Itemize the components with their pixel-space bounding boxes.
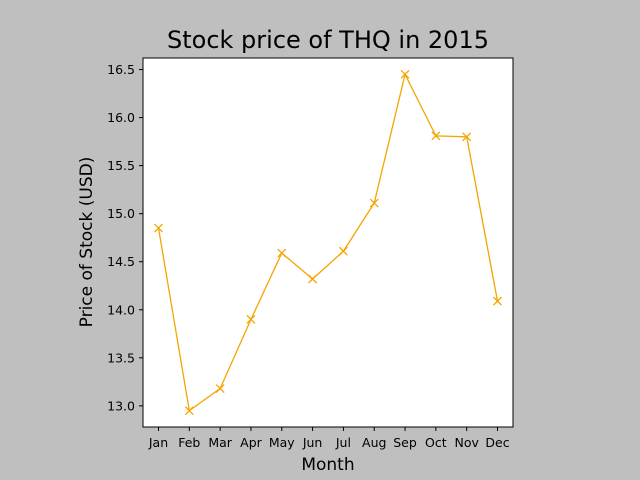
data-point-marker (215, 384, 225, 394)
x-tick-label: Dec (485, 435, 509, 450)
plot-area (142, 57, 514, 428)
x-tick-label: Aug (362, 435, 386, 450)
x-axis-label: Month (301, 455, 354, 475)
chart-title: Stock price of THQ in 2015 (167, 26, 489, 54)
axis-ticks: 13.0 13.5 14.0 14.5 15.0 15.5 16.0 16.5 Jan Feb Ma… (107, 62, 510, 450)
data-point-marker (184, 406, 194, 416)
data-point-marker (154, 223, 163, 233)
data-point-marker (400, 69, 410, 79)
data-point-marker (308, 274, 318, 284)
data-point-marker (338, 246, 348, 256)
data-point-marker (246, 314, 256, 324)
data-point-marker (431, 131, 441, 141)
x-tick-label: Jul (335, 435, 351, 450)
y-tick-label: 15.5 (107, 158, 135, 173)
y-tick-label: 13.5 (107, 350, 135, 365)
data-point-marker (369, 198, 379, 208)
x-tick-label: Nov (454, 435, 479, 450)
x-tick-label: May (269, 435, 295, 450)
x-tick-label: Apr (240, 435, 262, 450)
data-point-marker (493, 296, 502, 306)
y-tick-label: 14.0 (107, 302, 135, 317)
x-tick-label: Feb (178, 435, 200, 450)
x-tick-label: Jan (148, 435, 168, 450)
data-point-marker (462, 132, 472, 142)
series-group (154, 69, 502, 416)
data-point-marker (277, 248, 287, 258)
y-tick-label: 16.0 (107, 110, 135, 125)
x-tick-label: Jun (302, 435, 323, 450)
x-tick-label: Oct (425, 435, 447, 450)
x-tick-label: Sep (393, 435, 417, 450)
x-tick-label: Mar (208, 435, 232, 450)
y-tick-label: 14.5 (107, 254, 135, 269)
y-tick-label: 13.0 (107, 398, 135, 413)
y-tick-label: 15.0 (107, 206, 135, 221)
y-tick-label: 16.5 (107, 62, 135, 77)
y-axis-label: Price of Stock (USD) (77, 157, 97, 328)
series-line (157, 72, 499, 412)
